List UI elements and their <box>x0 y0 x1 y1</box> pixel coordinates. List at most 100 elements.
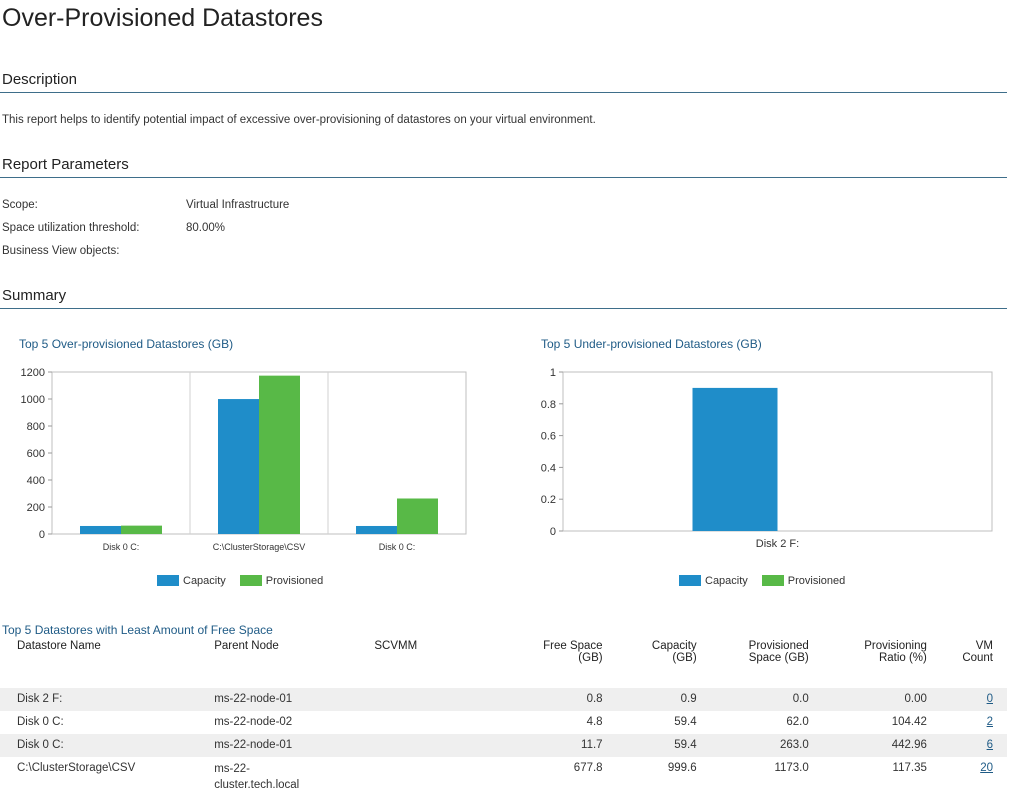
y-tick-label: 0 <box>550 526 556 538</box>
cell-provisioned: 1173.0 <box>774 762 809 774</box>
bar-capacity <box>692 387 778 531</box>
vm-count-link[interactable]: 0 <box>986 693 993 705</box>
col-header-free-space: Free Space (GB) <box>543 640 603 664</box>
cell-datastore-name: Disk 0 C: <box>0 734 215 757</box>
cell-vm-count: 6 <box>928 734 1007 757</box>
vm-count-link[interactable]: 2 <box>986 716 993 728</box>
bar-capacity <box>356 525 397 534</box>
param-value-scope: Virtual Infrastructure <box>186 199 290 211</box>
cell-capacity: 999.6 <box>667 762 697 774</box>
y-tick-label: 600 <box>27 448 45 460</box>
x-tick-label: Disk 0 C: <box>103 542 140 552</box>
legend-label-provisioned: Provisioned <box>787 574 846 587</box>
cell-ratio: 0.00 <box>810 688 929 711</box>
chart-legend-under: Capacity Provisioned <box>679 572 859 590</box>
cell-free-space: 11.7 <box>524 734 605 757</box>
cell-vm-count: 20 <box>929 757 1007 793</box>
col-header-scvmm: SCVMM <box>374 640 418 652</box>
cell-provisioned: 263.0 <box>698 734 811 757</box>
cell-datastore-name: Disk 2 F: <box>0 688 215 711</box>
x-tick-label: C:\ClusterStorage\CSV <box>213 542 306 552</box>
cell-free-space: 677.8 <box>573 762 603 774</box>
cell-provisioned: 0.0 <box>698 688 811 711</box>
vm-count-link[interactable]: 20 <box>980 762 993 774</box>
cell-parent-node: ms-22-cluster.tech.local <box>214 763 300 791</box>
x-tick-label: Disk 0 C: <box>379 542 416 552</box>
over-provisioned-chart: 0 200 400 600 800 1000 1200 Disk 0 C: C:\Cluster… <box>21 367 467 552</box>
y-tick-label: 1 <box>550 367 556 379</box>
section-divider <box>0 92 1007 93</box>
legend-swatch-capacity <box>679 575 701 587</box>
cell-free-space: 0.8 <box>524 688 605 711</box>
cell-parent-node: ms-22-node-02 <box>214 716 293 728</box>
bar-provisioned <box>397 498 438 534</box>
section-divider <box>0 177 1007 178</box>
col-header-datastore-name: Datastore Name <box>17 640 101 652</box>
table-row: Disk 2 F: ms-22-node-01 0.8 0.9 0.0 0.00… <box>0 688 1007 711</box>
cell-capacity: 59.4 <box>674 716 697 728</box>
cell-provisioned: 62.0 <box>786 716 809 728</box>
cell-scvmm <box>374 757 524 793</box>
legend-label-capacity: Capacity <box>183 574 226 587</box>
param-value-threshold: 80.00% <box>186 222 226 234</box>
legend-swatch-provisioned <box>239 575 262 587</box>
cell-capacity: 59.4 <box>604 734 699 757</box>
y-tick-label: 0 <box>39 529 45 541</box>
col-header-provisioning-ratio: Provisioning Ratio (%) <box>864 640 927 664</box>
legend-label-provisioned: Provisioned <box>265 574 324 587</box>
bar-provisioned <box>259 375 300 534</box>
y-tick-label: 0.6 <box>541 431 556 443</box>
table-row: C:\ClusterStorage\CSV ms-22-cluster.tech… <box>0 757 1007 793</box>
cell-scvmm <box>374 734 525 757</box>
col-header-vm-count: VM Count <box>962 640 993 664</box>
page-title: Over-Provisioned Datastores <box>2 4 323 32</box>
section-divider <box>0 308 1007 309</box>
cell-datastore-name: C:\ClusterStorage\CSV <box>17 762 136 774</box>
cell-ratio: 442.96 <box>810 734 929 757</box>
col-header-capacity: Capacity (GB) <box>651 640 697 664</box>
summary-heading: Summary <box>2 287 67 304</box>
param-label-scope: Scope: <box>2 199 38 211</box>
bar-capacity <box>218 399 259 534</box>
cell-scvmm <box>374 688 525 711</box>
cell-vm-count: 2 <box>929 711 1007 734</box>
table-row: Disk 0 C: ms-22-node-01 11.7 59.4 263.0 … <box>0 734 1007 757</box>
bar-provisioned <box>121 525 162 534</box>
cell-parent-node: ms-22-node-01 <box>214 734 375 757</box>
col-header-provisioned-space: Provisioned Space (GB) <box>748 640 809 664</box>
cell-vm-count: 0 <box>928 688 1007 711</box>
description-heading: Description <box>2 71 78 88</box>
cell-parent-node: ms-22-node-01 <box>214 688 375 711</box>
report-parameters-heading: Report Parameters <box>2 156 129 173</box>
param-label-threshold: Space utilization threshold: <box>2 222 140 234</box>
y-tick-label: 200 <box>27 502 45 514</box>
y-tick-label: 400 <box>27 475 45 487</box>
cell-scvmm <box>374 711 524 734</box>
legend-label-capacity: Capacity <box>705 574 748 587</box>
y-tick-label: 1200 <box>21 367 45 379</box>
description-text: This report helps to identify potential … <box>2 114 596 126</box>
cell-datastore-name: Disk 0 C: <box>17 716 64 728</box>
cell-free-space: 4.8 <box>586 716 603 728</box>
cell-capacity: 0.9 <box>604 688 699 711</box>
vm-count-link[interactable]: 6 <box>986 739 993 751</box>
param-label-business-view: Business View objects: <box>2 245 120 257</box>
chart-legend-over: Capacity Provisioned <box>157 572 337 590</box>
table-title: Top 5 Datastores with Least Amount of Fr… <box>2 623 273 637</box>
bar-capacity <box>80 525 121 534</box>
y-tick-label: 800 <box>27 421 45 433</box>
legend-swatch-provisioned <box>761 575 784 587</box>
table-row: Disk 0 C: ms-22-node-02 4.8 59.4 62.0 10… <box>0 711 1007 734</box>
y-tick-label: 0.4 <box>541 462 556 474</box>
x-tick-label: Disk 2 F: <box>756 538 799 550</box>
y-tick-label: 0.2 <box>541 494 556 506</box>
chart-title-over-provisioned: Top 5 Over-provisioned Datastores (GB) <box>19 337 234 351</box>
y-tick-label: 1000 <box>21 394 45 406</box>
legend-swatch-capacity <box>157 575 179 587</box>
datastores-table: Datastore Name Parent Node SCVMM Free Sp… <box>0 640 1007 793</box>
table-header-row: Datastore Name Parent Node SCVMM Free Sp… <box>0 640 1007 688</box>
col-header-parent-node: Parent Node <box>214 640 279 652</box>
y-tick-label: 0.8 <box>541 399 556 411</box>
chart-title-under-provisioned: Top 5 Under-provisioned Datastores (GB) <box>541 337 762 351</box>
cell-ratio: 104.42 <box>891 716 927 728</box>
